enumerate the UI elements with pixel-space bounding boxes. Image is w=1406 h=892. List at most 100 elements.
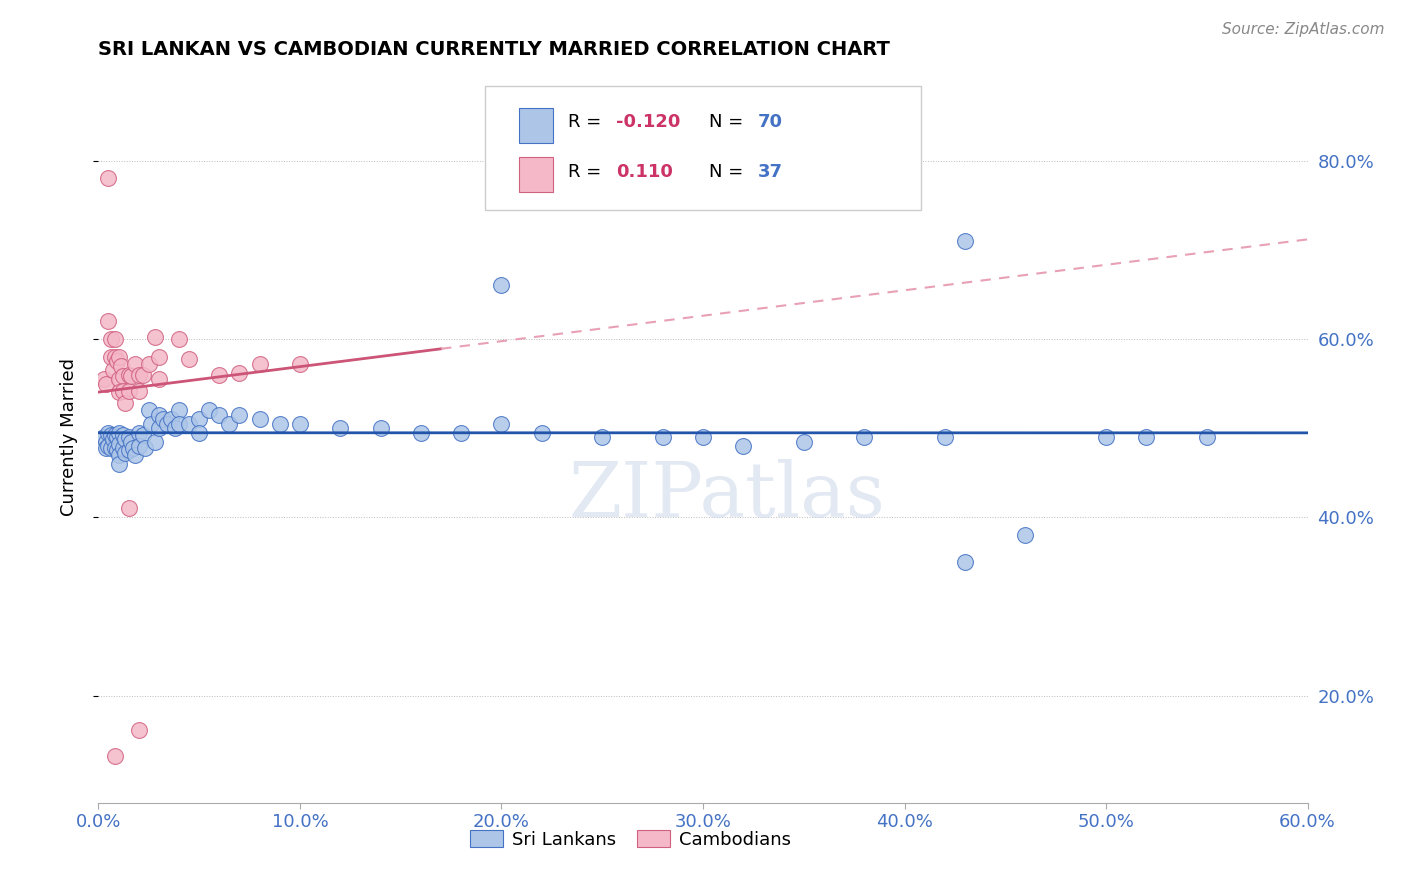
Point xyxy=(160,412,183,426)
Point xyxy=(97,425,120,440)
Point xyxy=(591,430,613,444)
Point xyxy=(167,417,190,431)
Point xyxy=(103,428,125,442)
Point xyxy=(107,448,129,462)
Point xyxy=(148,408,170,422)
Point xyxy=(114,396,136,410)
Point xyxy=(692,430,714,444)
Point xyxy=(269,417,291,431)
Point xyxy=(128,425,150,440)
Point xyxy=(156,417,179,431)
Point xyxy=(152,412,174,426)
Point xyxy=(107,350,129,364)
Point xyxy=(288,417,311,431)
Point xyxy=(107,457,129,471)
Point xyxy=(188,425,211,440)
Point xyxy=(103,350,125,364)
Point xyxy=(118,501,141,516)
Point xyxy=(121,441,143,455)
Point xyxy=(107,425,129,440)
Point xyxy=(103,441,125,455)
Point xyxy=(105,354,128,368)
Point xyxy=(97,439,120,453)
Legend: Sri Lankans, Cambodians: Sri Lankans, Cambodians xyxy=(463,823,799,856)
Point xyxy=(96,441,118,455)
Point xyxy=(249,412,271,426)
Point xyxy=(118,430,141,444)
Point xyxy=(134,441,156,455)
Point xyxy=(491,278,513,293)
Text: 37: 37 xyxy=(758,163,782,181)
Point xyxy=(188,412,211,426)
Bar xyxy=(519,157,553,192)
Point xyxy=(143,330,166,344)
Point xyxy=(100,350,122,364)
Point xyxy=(120,434,142,449)
Point xyxy=(100,441,122,455)
Point xyxy=(370,421,392,435)
Point xyxy=(530,425,553,440)
Point xyxy=(114,446,136,460)
Point xyxy=(953,234,976,248)
Point xyxy=(132,368,155,382)
Point xyxy=(329,421,352,435)
Point xyxy=(143,434,166,449)
Point xyxy=(105,443,128,458)
Point xyxy=(101,432,124,446)
Bar xyxy=(519,108,553,143)
Point xyxy=(179,351,201,366)
Point xyxy=(118,442,141,457)
Point xyxy=(733,439,755,453)
Point xyxy=(249,357,271,371)
Point xyxy=(1095,430,1118,444)
Text: -0.120: -0.120 xyxy=(616,112,681,131)
Text: 0.110: 0.110 xyxy=(616,163,673,181)
Point xyxy=(179,417,201,431)
Point xyxy=(111,384,134,398)
Point xyxy=(1195,430,1218,444)
Point xyxy=(132,428,155,442)
Point xyxy=(148,350,170,364)
Point xyxy=(208,408,231,422)
Point xyxy=(934,430,956,444)
Point xyxy=(100,428,122,442)
Point xyxy=(110,359,132,373)
Point xyxy=(100,332,122,346)
Point xyxy=(118,384,141,398)
Point xyxy=(128,723,150,737)
Point xyxy=(793,434,815,449)
Point xyxy=(96,434,118,449)
Point xyxy=(114,432,136,446)
Text: ZIPatlas: ZIPatlas xyxy=(569,458,886,533)
Point xyxy=(167,332,190,346)
Point xyxy=(218,417,240,431)
Y-axis label: Currently Married: Currently Married xyxy=(59,358,77,516)
Point xyxy=(111,441,134,455)
Point xyxy=(167,403,190,417)
Point xyxy=(93,372,115,386)
Point xyxy=(208,368,231,382)
Point xyxy=(128,384,150,398)
Point xyxy=(128,439,150,453)
Point xyxy=(288,357,311,371)
Point xyxy=(853,430,876,444)
Point xyxy=(1014,528,1036,542)
Point xyxy=(107,437,129,451)
Point xyxy=(124,448,146,462)
Point xyxy=(198,403,221,417)
Point xyxy=(148,421,170,435)
Point xyxy=(124,357,146,371)
Point xyxy=(107,372,129,386)
Point xyxy=(93,430,115,444)
Point xyxy=(228,408,250,422)
Text: R =: R = xyxy=(568,163,606,181)
Text: Source: ZipAtlas.com: Source: ZipAtlas.com xyxy=(1222,22,1385,37)
Point xyxy=(118,368,141,382)
Point xyxy=(96,376,118,391)
Point xyxy=(953,555,976,569)
Point xyxy=(97,171,120,186)
Text: SRI LANKAN VS CAMBODIAN CURRENTLY MARRIED CORRELATION CHART: SRI LANKAN VS CAMBODIAN CURRENTLY MARRIE… xyxy=(98,39,890,59)
Point xyxy=(101,363,124,377)
Text: 70: 70 xyxy=(758,112,782,131)
Point xyxy=(491,417,513,431)
